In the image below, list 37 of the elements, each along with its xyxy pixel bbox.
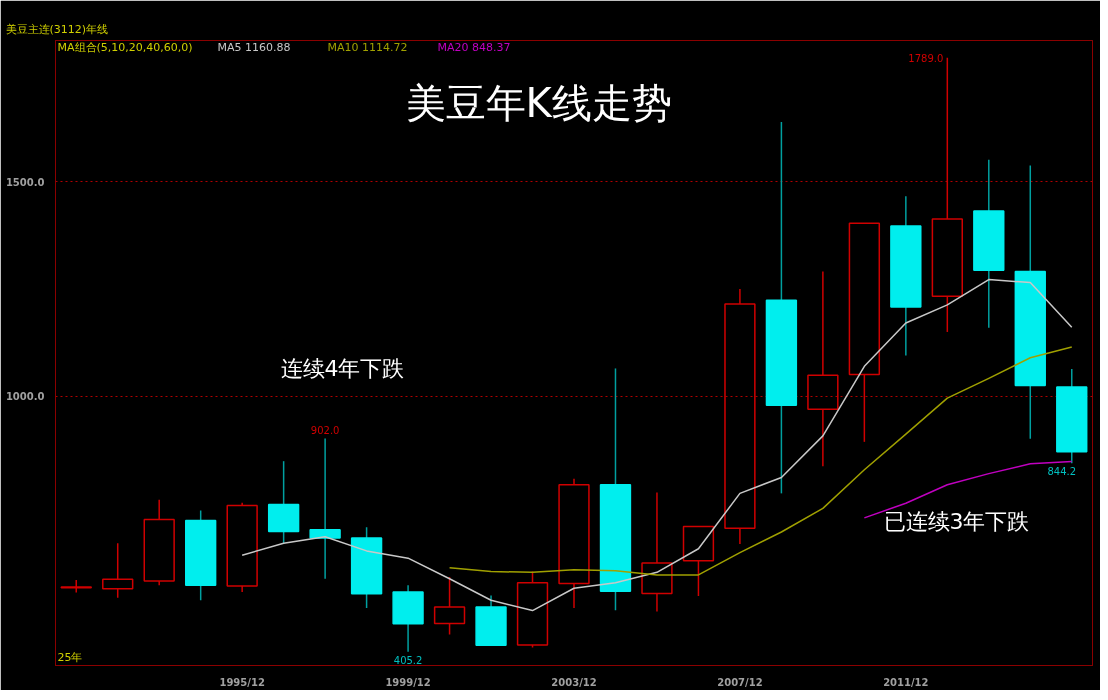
- x-tick-label: 1999/12: [385, 676, 431, 688]
- line-series: [241, 278, 1073, 612]
- candlestick: [890, 195, 922, 357]
- candlestick: [599, 367, 632, 611]
- annotation: 1789.0: [908, 52, 944, 64]
- x-tick-label: 2003/12: [551, 676, 597, 688]
- line-series: [448, 346, 1073, 576]
- candlestick: [1014, 164, 1046, 440]
- text: MA10 1114.72: [327, 40, 408, 54]
- annotation: 405.2: [393, 654, 423, 666]
- candlestick: [765, 121, 798, 495]
- candlestick: [309, 437, 341, 580]
- x-tick-label: 1995/12: [219, 676, 265, 688]
- x-tick-label: 2007/12: [717, 676, 763, 688]
- candlestick: [973, 159, 1005, 329]
- chart-subtitle: 美豆主连(3112)年线: [5, 22, 109, 36]
- x-tick-label: 2011/12: [883, 676, 929, 688]
- annotation: 连续4年下跌: [280, 355, 405, 381]
- text: MA5 1160.88: [217, 40, 291, 54]
- candlestick: [807, 270, 839, 468]
- candlestick: [60, 579, 92, 594]
- annotation: 844.2: [1047, 466, 1077, 478]
- candlestick: [143, 499, 175, 586]
- y-tick-label: 1000.0: [5, 391, 45, 403]
- candlestick: [1056, 368, 1088, 464]
- annotation: 25年: [57, 650, 83, 664]
- annotation: 902.0: [310, 425, 340, 437]
- text: 美豆年K线走势: [405, 79, 672, 126]
- annotation: MA组合(5,10,20,40,60,0): [57, 40, 193, 54]
- text: MA20 848.37: [437, 40, 511, 54]
- annotation: 已连续3年下跌: [883, 508, 1030, 534]
- candlestick: [558, 478, 590, 609]
- candlestick: [641, 491, 673, 613]
- y-tick-label: 1500.0: [5, 176, 45, 188]
- candlestick: [392, 584, 424, 653]
- candlestick: [226, 502, 258, 593]
- candlestick: [724, 288, 756, 545]
